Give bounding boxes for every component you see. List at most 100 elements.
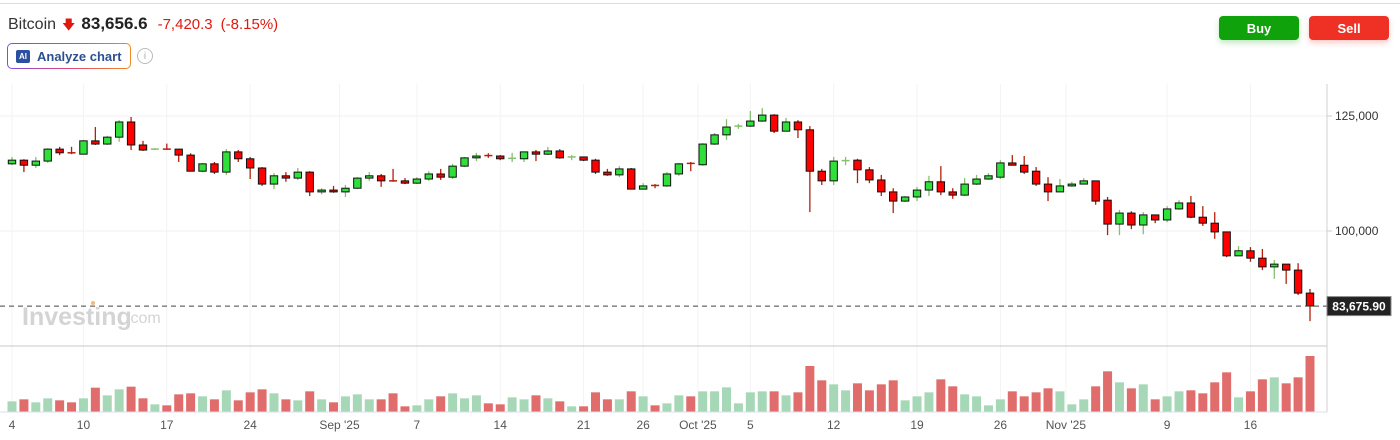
x-tick-label: 21 — [577, 418, 591, 432]
candle-up — [1162, 208, 1172, 221]
candle-up — [781, 121, 791, 132]
volume-bar — [78, 398, 88, 412]
candle-up — [293, 171, 302, 179]
volume-bar — [614, 399, 624, 412]
instrument-header: Bitcoin 🡇 83,656.6 -7,420.3 (-8.15%) — [8, 14, 278, 38]
volume-bar — [948, 386, 958, 412]
candle-down — [865, 169, 874, 181]
volume-bar — [507, 397, 517, 412]
volume-bar — [757, 391, 767, 412]
buy-button[interactable]: Buy — [1219, 16, 1299, 40]
candles — [7, 108, 1315, 322]
volume-bar — [864, 390, 874, 412]
x-tick-label: 7 — [414, 418, 421, 432]
candle-up — [543, 150, 553, 155]
x-tick-label: 16 — [1244, 418, 1258, 432]
volume-bar — [960, 394, 970, 412]
analyze-chart-button[interactable]: AI Analyze chart — [7, 43, 131, 69]
volume-bar — [376, 399, 386, 412]
volume-bar — [710, 391, 720, 412]
volume-bar — [1222, 372, 1232, 412]
x-tick-label: 26 — [636, 418, 650, 432]
volume-bar — [1245, 391, 1255, 412]
volume-bar — [67, 402, 77, 412]
x-tick-label: 14 — [494, 418, 508, 432]
x-tick-label: 4 — [9, 418, 16, 432]
volume-bar — [257, 389, 267, 412]
candle-down — [1293, 269, 1303, 294]
volume-bar — [436, 396, 446, 412]
volume-bar — [221, 390, 231, 412]
candle-up — [722, 126, 731, 136]
candle-down — [400, 180, 410, 184]
candle-down — [769, 114, 779, 132]
volume-bar — [305, 391, 315, 412]
candle-up — [1055, 185, 1065, 193]
volume-bar — [1174, 391, 1184, 412]
volume-bar — [460, 398, 470, 412]
candle-up — [472, 155, 481, 159]
volume-bar — [805, 366, 815, 412]
volume-bar — [1067, 404, 1077, 412]
candle-up — [79, 140, 88, 155]
candle-up — [353, 177, 362, 189]
candle-up — [103, 136, 112, 145]
volume-bar — [31, 402, 41, 412]
volume-bar — [876, 384, 886, 412]
x-tick-label: 10 — [77, 418, 91, 432]
volume-bar — [483, 403, 493, 412]
volume-bar — [281, 399, 291, 412]
volume-bar — [733, 403, 743, 412]
volume-bar — [1293, 377, 1303, 412]
volume-bar — [579, 406, 589, 412]
candle-down — [817, 170, 826, 182]
candle-down — [55, 148, 64, 154]
volume-bar — [329, 402, 339, 412]
grid — [0, 84, 1327, 412]
candle-down — [257, 167, 267, 185]
volume-bar — [686, 396, 696, 412]
candle-down — [1222, 231, 1231, 257]
candle-up — [674, 163, 684, 175]
volume-bar — [543, 398, 553, 412]
info-icon[interactable]: i — [137, 48, 153, 64]
candle-up — [1067, 183, 1077, 187]
x-tick-label: 24 — [243, 418, 257, 432]
volume-bar — [983, 405, 993, 412]
volume-bar — [209, 399, 219, 412]
candle-up — [912, 189, 922, 198]
candle-down — [1281, 263, 1291, 271]
volume-bar — [55, 400, 65, 412]
volume-bar — [555, 401, 565, 412]
volume-bar — [1269, 377, 1279, 412]
volume-bar — [1305, 356, 1315, 412]
volume-bar — [531, 395, 541, 412]
candle-down — [591, 159, 600, 173]
volume-bar — [198, 396, 208, 412]
candle-down — [936, 181, 946, 193]
last-price-marker: 83,675.90 — [0, 296, 1392, 317]
volume-bar — [1162, 396, 1172, 412]
candle-up — [924, 181, 934, 191]
candle-up — [1115, 212, 1124, 225]
candle-up — [7, 159, 17, 165]
volume-bar — [1138, 384, 1148, 412]
candle-up — [710, 134, 719, 145]
volume-bar — [1103, 371, 1113, 412]
volume-bar — [817, 380, 827, 412]
candle-down — [603, 171, 612, 176]
volume-bar — [1257, 379, 1267, 412]
candle-up — [984, 175, 993, 180]
candle-down — [1103, 199, 1112, 225]
candle-up — [1270, 263, 1279, 268]
candle-down — [1246, 250, 1255, 259]
candle-down — [174, 148, 183, 156]
x-tick-label: 17 — [160, 418, 174, 432]
sell-button[interactable]: Sell — [1309, 16, 1389, 40]
volume-bar — [674, 395, 684, 412]
candle-down — [19, 159, 29, 166]
volume-bar — [19, 399, 29, 412]
volume-bar — [650, 405, 660, 412]
ai-icon: AI — [16, 49, 30, 63]
